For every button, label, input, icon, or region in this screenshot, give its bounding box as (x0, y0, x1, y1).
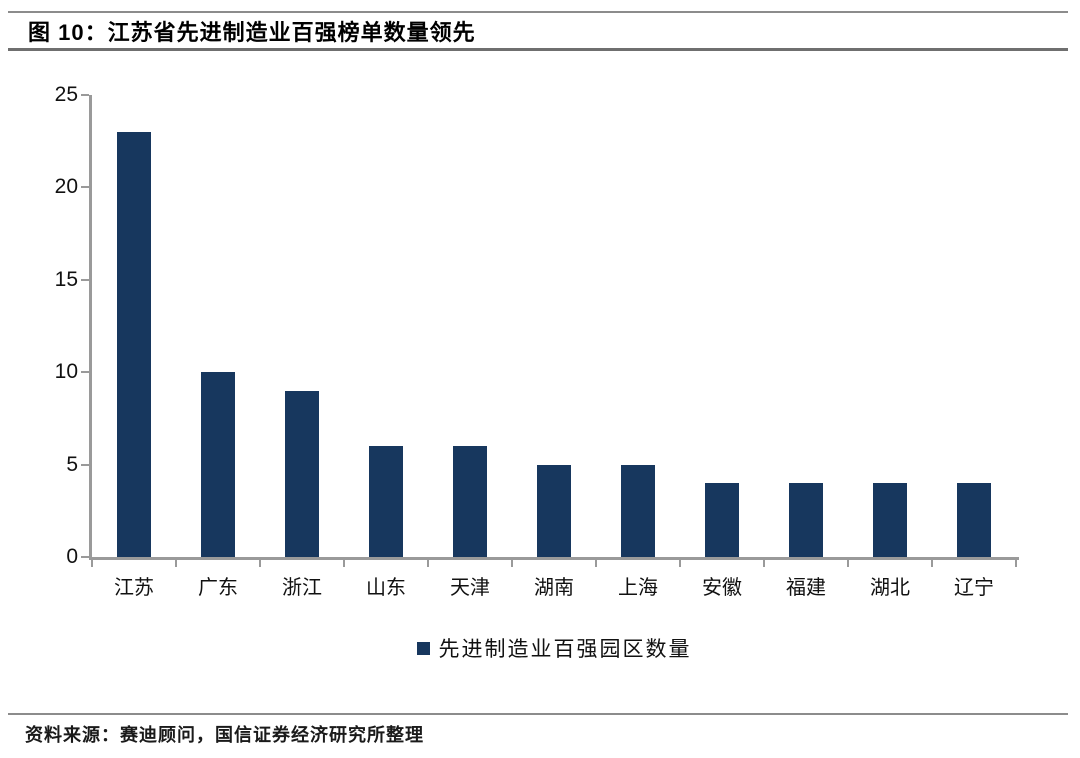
y-tick (81, 371, 89, 373)
x-category-label: 天津 (450, 577, 490, 599)
bar-chart: 0 5 10 15 20 25 江苏 广东 浙江 山东 天津 湖南 上海 安徽 福建 湖北 辽宁 (54, 83, 1019, 599)
bar (369, 446, 403, 557)
x-category-label: 山东 (366, 577, 406, 599)
x-tick (259, 559, 261, 567)
x-category-label: 上海 (618, 577, 658, 599)
x-tick (511, 559, 513, 567)
x-category-label: 福建 (786, 577, 826, 599)
legend-label: 先进制造业百强园区数量 (438, 637, 692, 661)
bar (789, 483, 823, 557)
y-axis-line (89, 95, 92, 560)
y-tick-label: 10 (54, 360, 78, 383)
title-rule (8, 48, 1068, 51)
x-category-label: 江苏 (114, 577, 154, 599)
x-category-label: 湖北 (870, 577, 910, 599)
y-tick-label: 25 (54, 83, 78, 106)
legend-square-marker (416, 641, 430, 655)
bar (201, 372, 235, 557)
bar (957, 483, 991, 557)
x-tick (1015, 559, 1017, 567)
x-tick (343, 559, 345, 567)
x-axis-line (89, 557, 1019, 560)
legend: 先进制造业百强园区数量 (92, 633, 1016, 663)
bar (705, 483, 739, 557)
x-tick (931, 559, 933, 567)
x-category-label: 辽宁 (954, 577, 994, 599)
x-tick (175, 559, 177, 567)
x-category-label: 湖南 (534, 577, 574, 599)
bar (117, 132, 151, 557)
y-tick-label: 5 (66, 453, 78, 476)
y-tick (81, 556, 89, 558)
bar (873, 483, 907, 557)
y-tick-label: 0 (66, 545, 78, 568)
y-tick-label: 15 (54, 268, 78, 291)
x-tick (595, 559, 597, 567)
bar (621, 465, 655, 557)
y-tick (81, 279, 89, 281)
footer-rule (8, 713, 1068, 715)
x-category-label: 广东 (198, 577, 238, 599)
bar (453, 446, 487, 557)
top-rule (8, 11, 1068, 13)
x-tick (763, 559, 765, 567)
y-tick (81, 464, 89, 466)
x-category-label: 浙江 (282, 577, 322, 599)
x-tick (679, 559, 681, 567)
x-tick (847, 559, 849, 567)
y-tick-label: 20 (54, 175, 78, 198)
x-tick (91, 559, 93, 567)
figure-title: 图 10：江苏省先进制造业百强榜单数量领先 (28, 20, 476, 45)
y-tick (81, 94, 89, 96)
bar (285, 391, 319, 557)
x-category-label: 安徽 (702, 577, 742, 599)
y-tick (81, 186, 89, 188)
x-tick (427, 559, 429, 567)
bar (537, 465, 571, 557)
source-note: 资料来源：赛迪顾问，国信证券经济研究所整理 (25, 725, 424, 745)
